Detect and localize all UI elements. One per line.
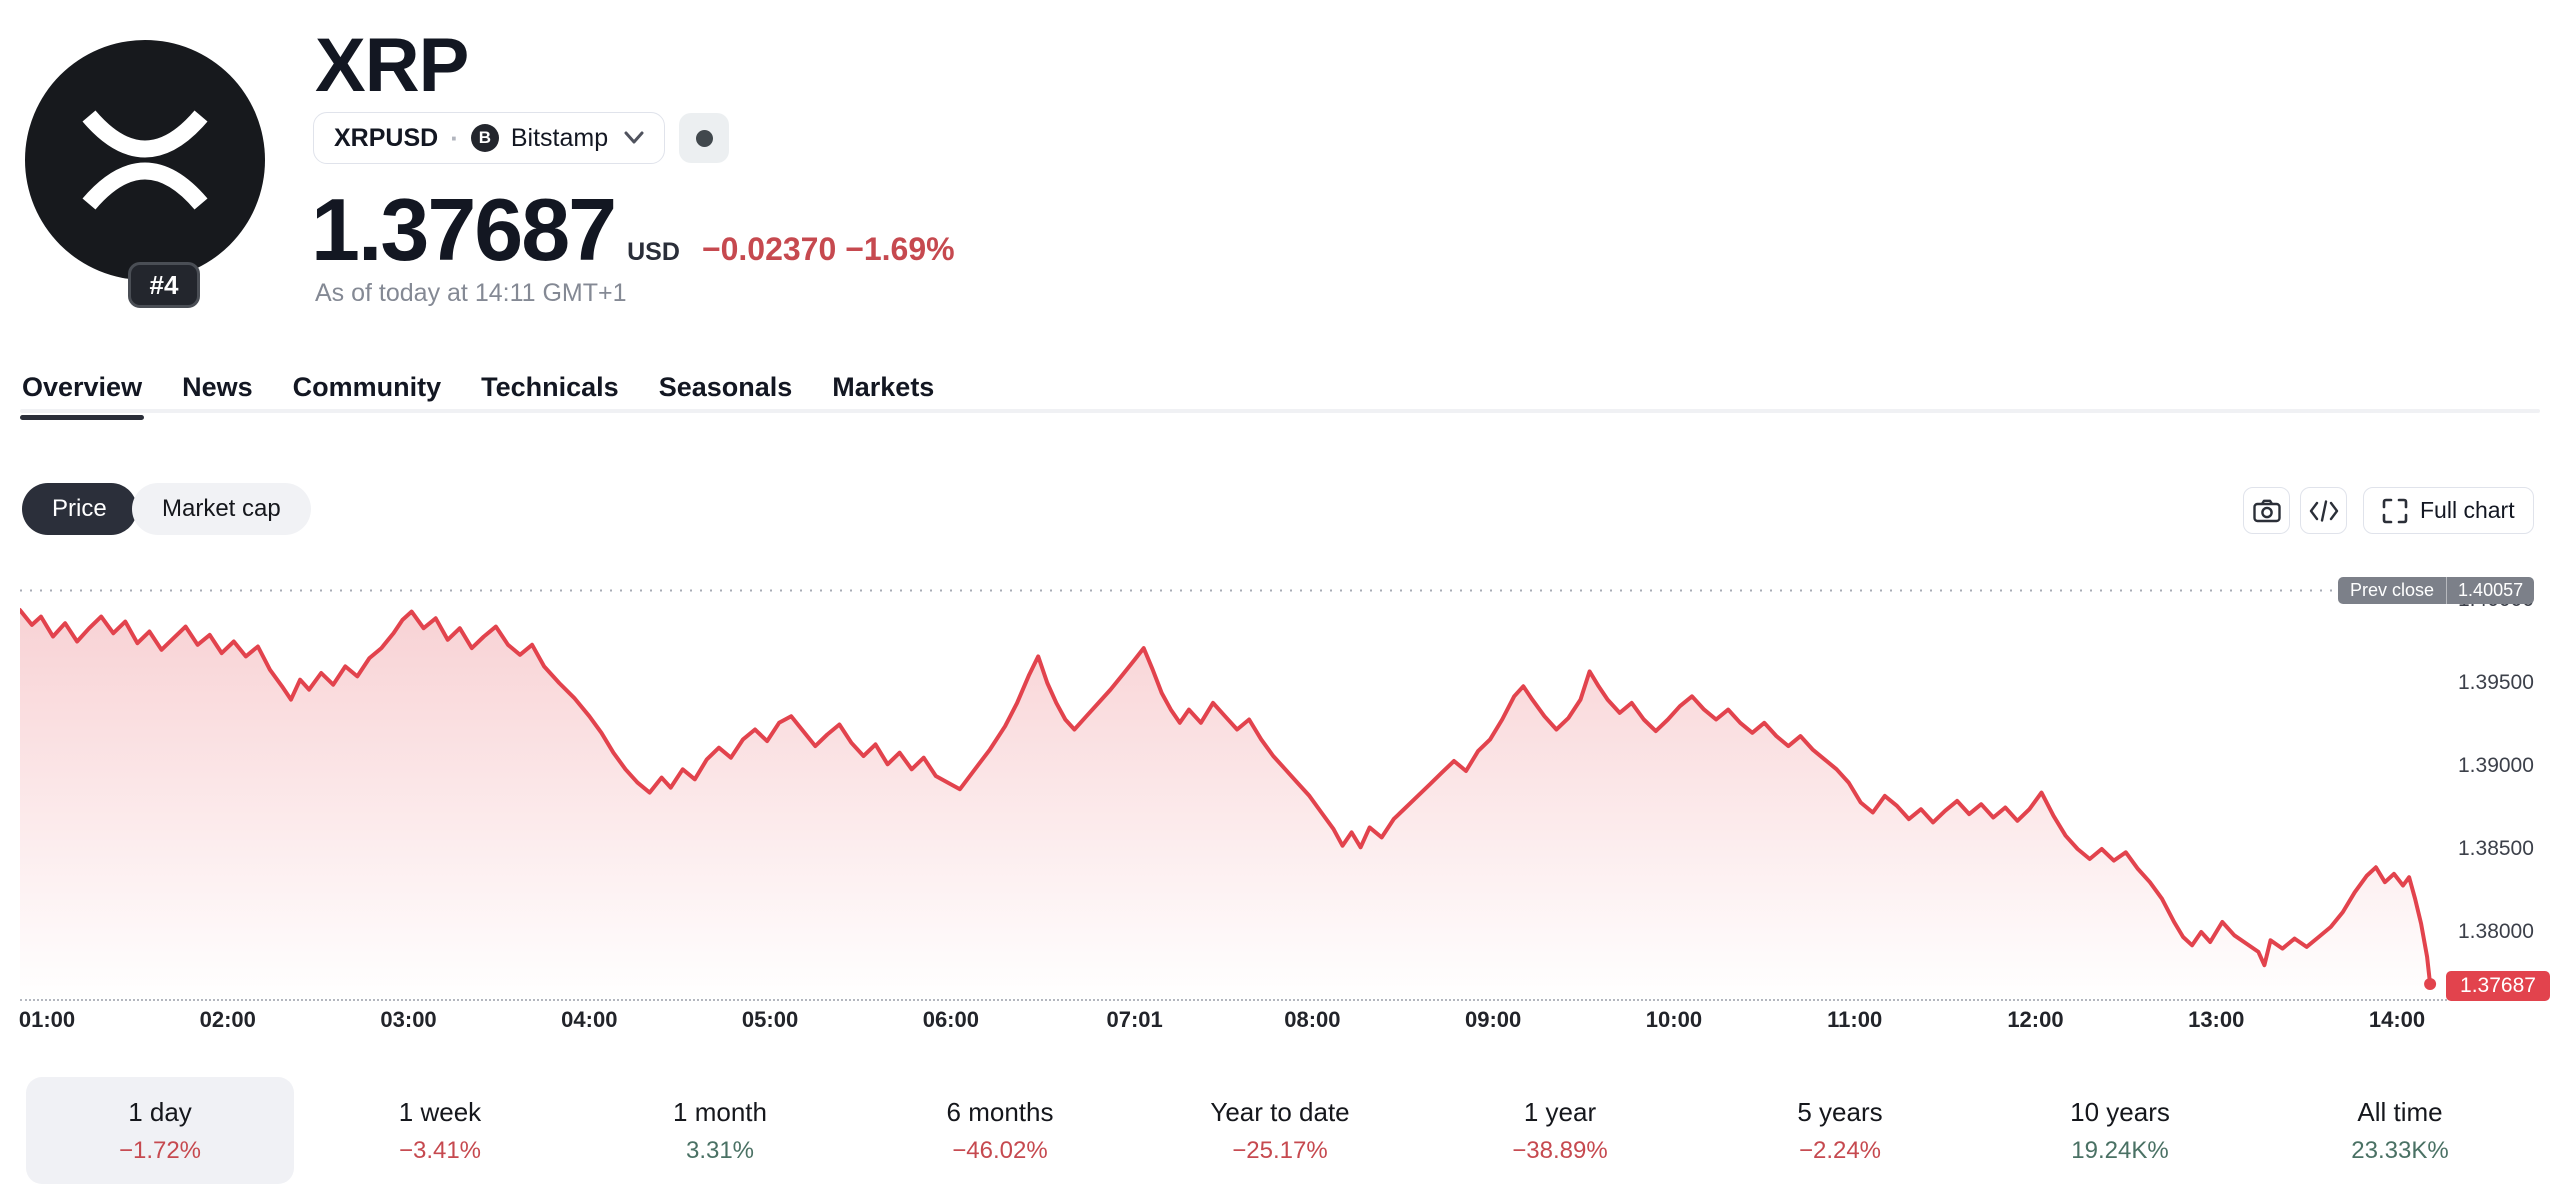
period-5-years[interactable]: 5 years −2.24% [1700,1062,1980,1189]
bitstamp-icon: B [470,124,499,152]
period-change-value: 3.31% [685,1136,755,1164]
tab-seasonals[interactable]: Seasonals [658,372,793,402]
period-label: 6 months [946,1096,1054,1127]
last-price-dot [2424,978,2437,990]
symbol-exchange-selector[interactable]: XRPUSD · B Bitstamp [313,112,666,164]
period-1-week[interactable]: 1 week −3.41% [300,1062,580,1189]
price-axis-label: 1.39000 [2458,754,2534,777]
period-label: Year to date [1210,1096,1350,1127]
tab-community[interactable]: Community [292,372,442,402]
currency-label: USD [627,238,680,266]
time-axis-label: 09:00 [1465,1007,1522,1032]
period-change-value: −3.41% [398,1136,482,1164]
time-axis-label: 12:00 [2007,1007,2064,1032]
full-chart-label: Full chart [2420,497,2515,523]
period-all-time[interactable]: All time 23.33K% [2260,1062,2540,1189]
prev-close-label: Prev close [2350,580,2435,600]
tab-underline-track [20,409,2540,413]
period-1-month[interactable]: 1 month 3.31% [580,1062,860,1189]
time-axis-label: 11:00 [1827,1007,1883,1032]
current-price: 1.37687 [311,180,617,279]
separator-dot: · [450,122,459,153]
exchange-label: Bitstamp [510,123,609,152]
time-axis-label: 14:00 [2368,1007,2426,1032]
tab-markets[interactable]: Markets [832,372,935,402]
period-year-to-date[interactable]: Year to date −25.17% [1140,1062,1420,1189]
market-status-button[interactable] [679,113,730,163]
period-1-day[interactable]: 1 day −1.72% [20,1062,300,1189]
period-label: 1 month [673,1096,767,1127]
period-label: 5 years [1797,1096,1883,1127]
fullscreen-icon [2382,498,2408,523]
full-chart-button[interactable]: Full chart [2363,487,2534,534]
period-6-months[interactable]: 6 months −46.02% [860,1062,1140,1189]
xrp-x-icon [82,110,208,210]
time-axis-separator [20,999,2447,1001]
market-cap-toggle-button[interactable]: Market cap [132,483,311,535]
time-axis-label: 05:00 [741,1007,799,1032]
period-selector: 1 day −1.72% 1 week −3.41% 1 month 3.31% 6 mon… [20,1062,2540,1189]
chevron-down-icon [624,131,644,144]
prev-close-value: 1.40057 [2446,577,2534,604]
symbol-row: XRPUSD · B Bitstamp [313,112,730,164]
price-row: 1.37687 USD −0.02370 −1.69% [311,186,955,274]
price-chart[interactable] [20,570,2447,1000]
time-axis-label: 06:00 [922,1007,979,1032]
period-change-value: 23.33K% [2351,1136,2449,1164]
time-axis-label: 10:00 [1645,1007,1703,1032]
area-fill [20,610,2431,1000]
price-axis-label: 1.38000 [2458,920,2534,943]
period-change-value: 19.24K% [2071,1136,2169,1164]
price-change: −0.02370 −1.69% [702,231,955,268]
period-label: 1 day [128,1096,192,1127]
price-change-pct: −1.69% [845,231,955,267]
status-dot-icon [695,129,713,147]
as-of-timestamp: As of today at 14:11 GMT+1 [315,279,627,307]
code-icon [2309,499,2338,522]
time-axis-label: 04:00 [561,1007,618,1032]
period-label: 1 week [398,1096,482,1127]
symbol-label: XRPUSD [334,123,439,152]
time-axis-label: 13:00 [2188,1007,2245,1032]
price-axis-label: 1.38500 [2458,837,2534,860]
tab-technicals[interactable]: Technicals [481,372,619,402]
last-price-badge: 1.37687 [2446,971,2550,1001]
page-title: XRP [315,23,469,108]
market-rank-badge: #4 [128,262,200,308]
camera-icon [2252,499,2281,522]
period-1-year[interactable]: 1 year −38.89% [1420,1062,1700,1189]
chart-area[interactable]: TradingView [0,570,2560,1040]
time-axis-label: 03:00 [380,1007,437,1032]
period-change-value: −1.72% [118,1136,202,1164]
tab-bar: Overview News Community Technicals Seasonals… [20,372,2540,420]
time-axis-label: 08:00 [1284,1007,1341,1032]
time-axis-label: 07:01 [1106,1007,1163,1032]
price-line [20,608,2433,986]
embed-code-button[interactable] [2300,487,2347,534]
xrp-logo [25,40,265,280]
period-label: All time [2357,1096,2443,1127]
period-change-value: −46.02% [952,1136,1048,1164]
tab-news[interactable]: News [182,372,253,402]
period-10-years[interactable]: 10 years 19.24K% [1980,1062,2260,1189]
period-change-value: −25.17% [1232,1136,1328,1164]
price-change-abs: −0.02370 [701,231,837,267]
price-axis-label: 1.39500 [2458,671,2534,694]
period-label: 1 year [1523,1096,1597,1127]
snapshot-button[interactable] [2243,487,2290,534]
period-change-value: −2.24% [1798,1136,1882,1164]
time-axis-label: 01:00 [18,1007,76,1032]
period-label: 10 years [2070,1096,2170,1127]
time-axis-label: 02:00 [199,1007,256,1032]
price-toggle-button[interactable]: Price [22,483,137,535]
period-change-value: −38.89% [1512,1136,1608,1164]
tab-overview[interactable]: Overview [20,372,145,420]
prev-close-badge: Prev close 1.40057 [2338,577,2535,604]
